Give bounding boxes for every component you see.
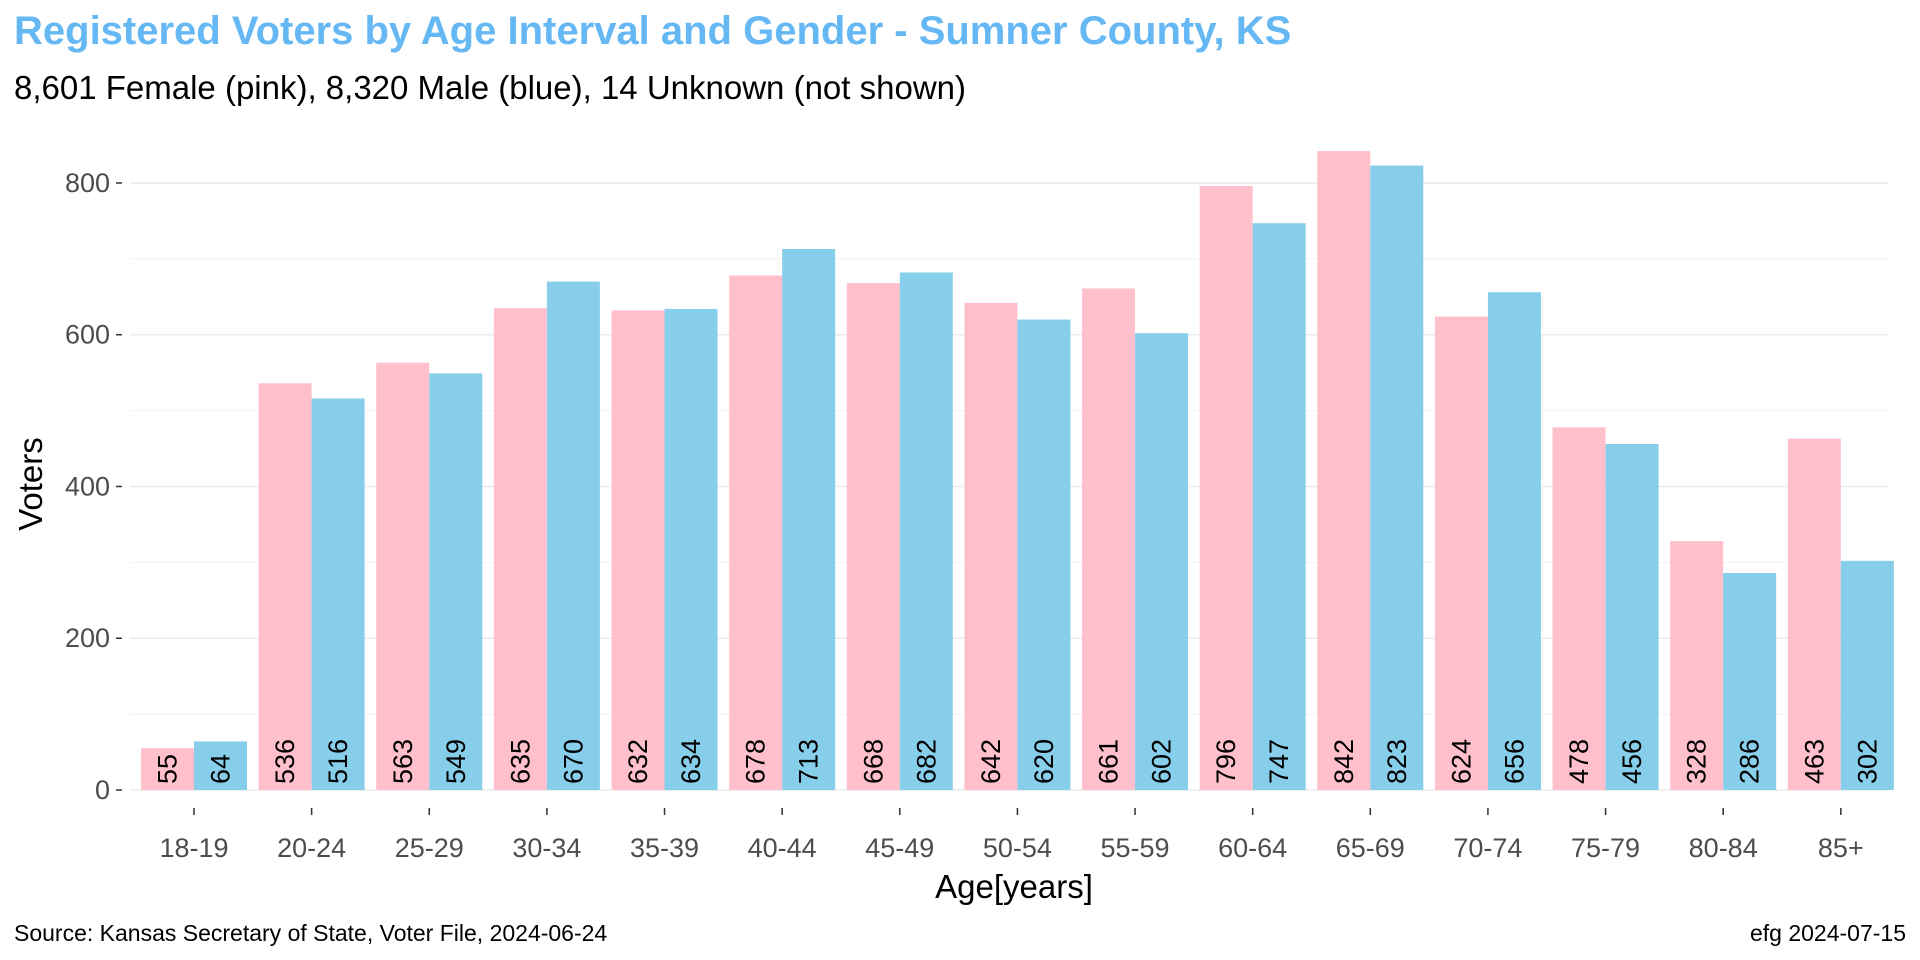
x-tick-label: 75-79 (1571, 833, 1640, 863)
bar-value-label: 302 (1852, 739, 1882, 784)
bar-male-30-34 (546, 281, 600, 790)
bar-value-label: 747 (1264, 739, 1294, 784)
x-tick-label: 20-24 (277, 833, 346, 863)
bar-labels: 55 64 536 516 563 549 635 670 632 634 678 713 668 682… (153, 739, 1883, 784)
x-tick-label: 55-59 (1101, 833, 1170, 863)
x-tick-label: 35-39 (630, 833, 699, 863)
bar-value-label: 656 (1499, 739, 1529, 784)
bar-value-label: 55 (153, 754, 183, 784)
bar-value-label: 661 (1094, 739, 1124, 784)
bar-value-label: 670 (558, 739, 588, 784)
bar-value-label: 563 (388, 739, 418, 784)
x-axis: 18-19 20-24 25-29 30-34 35-39 40-44 45-49 50-54… (159, 808, 1864, 863)
bar-female-18-19 (141, 748, 194, 790)
x-tick-label: 80-84 (1689, 833, 1758, 863)
bar-value-label: 634 (676, 739, 706, 784)
bar-value-label: 823 (1382, 739, 1412, 784)
y-tick-label: 800 (65, 168, 110, 198)
bar-value-label: 286 (1735, 739, 1765, 784)
x-tick-label: 45-49 (865, 833, 934, 863)
bar-value-label: 456 (1617, 739, 1647, 784)
bar-male-55-59 (1135, 333, 1189, 790)
bar-value-label: 516 (323, 739, 353, 784)
bar-male-65-69 (1370, 165, 1424, 791)
bar-male-35-39 (664, 308, 718, 790)
bar-value-label: 642 (976, 739, 1006, 784)
x-tick-label: 60-64 (1218, 833, 1287, 863)
bar-value-label: 478 (1564, 739, 1594, 784)
bar-female-25-29 (376, 362, 430, 790)
x-axis-title: Age[years] (935, 868, 1093, 905)
bar-value-label: 678 (741, 739, 771, 784)
bar-female-45-49 (846, 283, 900, 790)
bar-female-80-84 (1670, 541, 1724, 790)
bar-value-label: 602 (1147, 739, 1177, 784)
bar-female-55-59 (1082, 288, 1136, 790)
bar-value-label: 713 (794, 739, 824, 784)
bar-value-label: 668 (858, 739, 888, 784)
x-tick-label: 18-19 (159, 833, 228, 863)
y-axis: 0 200 400 600 800 (65, 168, 122, 805)
bar-value-label: 328 (1682, 739, 1712, 784)
chart-subtitle: 8,601 Female (pink), 8,320 Male (blue), … (14, 69, 966, 106)
bar-female-40-44 (729, 275, 783, 791)
author-caption: efg 2024-07-15 (1750, 920, 1906, 946)
bar-value-label: 682 (911, 739, 941, 784)
bar-male-80-84 (1723, 572, 1777, 790)
x-tick-label: 25-29 (395, 833, 464, 863)
bar-value-label: 635 (505, 739, 535, 784)
bar-female-50-54 (964, 302, 1018, 790)
bar-female-35-39 (611, 310, 665, 790)
chart-title: Registered Voters by Age Interval and Ge… (14, 9, 1291, 53)
bar-male-85+ (1840, 560, 1894, 790)
bar-value-label: 796 (1211, 739, 1241, 784)
bar-female-75-79 (1552, 427, 1606, 790)
source-caption: Source: Kansas Secretary of State, Voter… (14, 920, 607, 946)
bar-male-45-49 (899, 272, 953, 790)
y-tick-label: 400 (65, 471, 110, 501)
bar-value-label: 463 (1799, 739, 1829, 784)
bar-male-70-74 (1487, 292, 1541, 790)
y-tick-label: 200 (65, 623, 110, 653)
bar-value-label: 842 (1329, 739, 1359, 784)
y-tick-label: 0 (95, 775, 110, 805)
bar-female-70-74 (1434, 316, 1488, 790)
bar-value-label: 536 (270, 739, 300, 784)
y-tick-label: 600 (65, 320, 110, 350)
bar-value-label: 64 (206, 754, 236, 784)
bar-value-label: 624 (1446, 739, 1476, 784)
bar-value-label: 632 (623, 739, 653, 784)
bar-female-65-69 (1317, 151, 1371, 790)
bar-value-label: 549 (441, 739, 471, 784)
bar-male-18-19 (194, 741, 247, 790)
bar-female-20-24 (258, 383, 312, 790)
x-tick-label: 85+ (1818, 833, 1864, 863)
bars (141, 151, 1894, 791)
x-tick-label: 70-74 (1453, 833, 1522, 863)
y-axis-title: Voters (12, 437, 49, 531)
x-tick-label: 50-54 (983, 833, 1052, 863)
bar-female-30-34 (493, 308, 547, 790)
bar-female-60-64 (1199, 185, 1253, 791)
bar-male-25-29 (429, 373, 483, 790)
x-tick-label: 30-34 (512, 833, 581, 863)
bar-male-60-64 (1252, 223, 1306, 791)
bar-male-20-24 (311, 398, 365, 790)
bar-female-85+ (1787, 438, 1841, 790)
x-tick-label: 40-44 (748, 833, 817, 863)
x-tick-label: 65-69 (1336, 833, 1405, 863)
bar-value-label: 620 (1029, 739, 1059, 784)
bar-male-50-54 (1017, 319, 1071, 790)
bar-male-40-44 (782, 248, 836, 791)
bar-male-75-79 (1605, 443, 1659, 790)
